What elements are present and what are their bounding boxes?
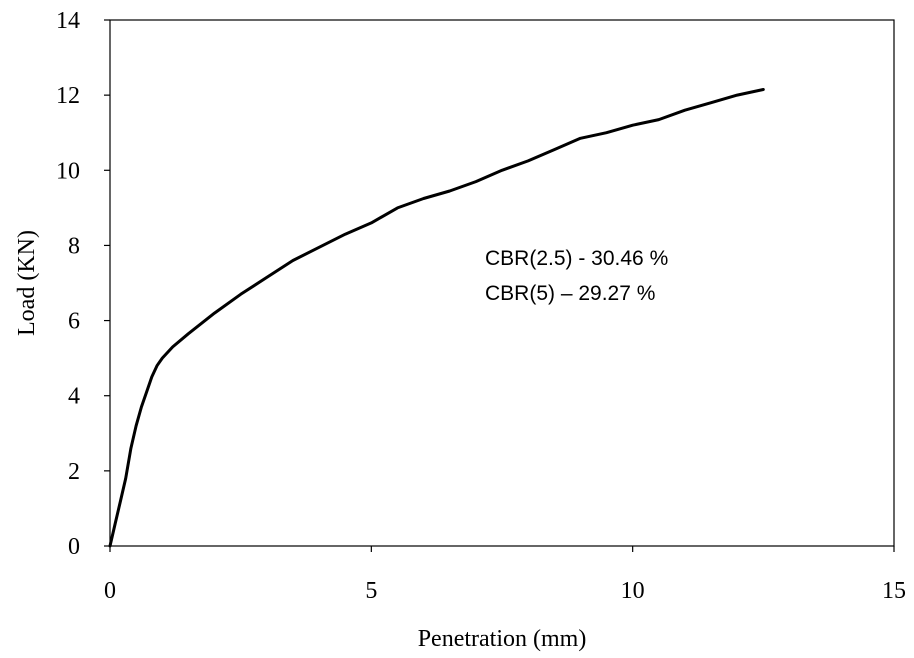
x-tick-label: 5 <box>365 578 377 604</box>
y-tick-label: 8 <box>68 233 80 259</box>
annotation-cbr-5: CBR(5) – 29.27 % <box>485 282 655 305</box>
x-tick-label: 10 <box>621 578 645 604</box>
y-tick-label: 0 <box>68 534 80 560</box>
x-tick-label: 0 <box>104 578 116 604</box>
annotation-cbr-2-5: CBR(2.5) - 30.46 % <box>485 247 668 270</box>
plot-area <box>109 19 895 547</box>
x-axis-label: Penetration (mm) <box>418 626 587 652</box>
y-tick-label: 10 <box>56 158 80 184</box>
y-tick-label: 2 <box>68 459 80 485</box>
y-tick-label: 14 <box>56 8 80 34</box>
y-axis-ticks: 0 2 4 6 8 10 12 14 <box>56 8 110 560</box>
y-tick-label: 12 <box>56 83 80 109</box>
x-tick-label: 15 <box>882 578 906 604</box>
series-group <box>108 88 765 548</box>
y-tick-label: 4 <box>68 384 80 410</box>
y-tick-label: 6 <box>68 309 80 335</box>
y-axis-label: Load (KN) <box>14 230 40 336</box>
series-line <box>108 88 765 548</box>
x-axis-ticks: 0 5 10 15 <box>104 546 906 604</box>
